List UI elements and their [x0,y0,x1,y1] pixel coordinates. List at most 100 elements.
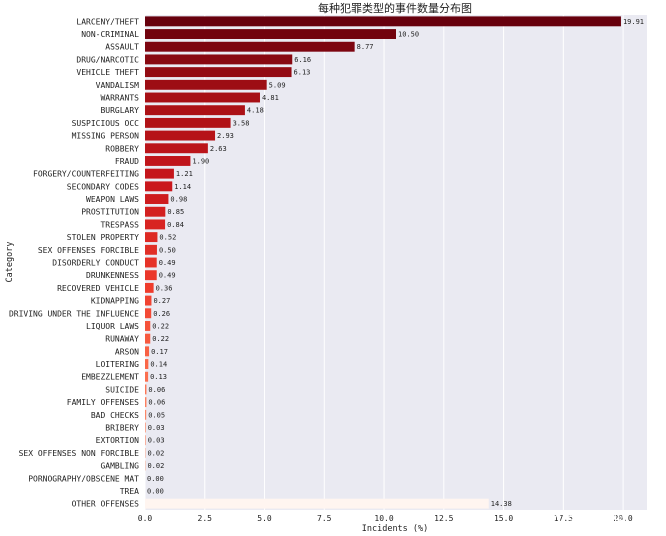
bar [145,105,245,116]
value-label: 0.49 [159,259,176,267]
bar [145,422,146,433]
bar [145,54,293,65]
bar [145,257,157,268]
category-label: MISSING PERSON [72,132,140,141]
value-label: 0.52 [159,234,176,242]
value-label: 14.38 [491,500,512,508]
value-label: 0.13 [150,373,167,381]
x-tick-label: 10.0 [374,514,393,523]
bar [145,41,355,52]
category-label: SUICIDE [105,385,139,394]
x-tick-label: 0.0 [138,514,153,523]
value-label: 0.49 [159,272,176,280]
x-tick-label: 15.0 [494,514,513,523]
bar [145,156,191,166]
watermark: CSDN @Together_CZ [527,510,652,524]
value-label: 0.06 [148,386,165,394]
x-tick-label: 17.5 [554,514,573,523]
category-label: TRESPASS [100,220,139,229]
bar [145,130,216,141]
value-label: 0.22 [152,335,169,343]
value-label: 1.14 [174,183,191,191]
category-label: FORGERY/COUNTERFEITING [33,170,139,179]
category-label: FAMILY OFFENSES [67,398,139,407]
bar [145,346,150,357]
category-label: KIDNAPPING [91,297,139,306]
bars [145,16,621,509]
category-label: LIQUOR LAWS [86,322,139,331]
bar [145,206,166,217]
bar [145,232,158,243]
category-label: NON-CRIMINAL [81,30,139,39]
x-axis-label: Incidents (%) [362,524,429,534]
value-label: 0.26 [153,310,170,318]
value-label: 0.00 [147,475,164,483]
bar [145,79,267,90]
value-label: 6.16 [294,56,311,64]
value-label: 2.93 [217,132,234,140]
category-label: EMBEZZLEMENT [81,373,139,382]
category-label: SEX OFFENSES FORCIBLE [38,246,139,255]
value-label: 2.63 [210,145,227,153]
category-label: DRUNKENNESS [86,271,139,280]
bar [145,409,147,420]
bar [145,498,489,509]
category-label: LOITERING [96,360,140,369]
category-label: EXTORTION [96,436,140,445]
bar [145,435,146,446]
category-label: BURGLARY [100,106,139,115]
category-label: BAD CHECKS [91,411,139,420]
bar [145,295,152,306]
x-tick-label: 20.0 [613,514,632,523]
x-tick-label: 12.5 [434,514,453,523]
category-label: WARRANTS [100,94,139,103]
bar [145,308,152,319]
value-label: 6.13 [294,69,311,77]
value-label: 0.50 [159,246,176,254]
category-label: DRUG/NARCOTIC [76,55,139,64]
value-label: 0.06 [148,399,165,407]
category-label: RECOVERED VEHICLE [57,284,139,293]
bar [145,321,151,331]
bar [145,67,292,78]
category-label: ARSON [115,347,139,356]
value-label: 4.81 [262,94,279,102]
chart-title: 每种犯罪类型的事件数量分布图 [318,1,472,15]
value-label: 1.21 [176,170,193,178]
category-label: STOLEN PROPERTY [67,233,139,242]
value-labels: 19.91 10.50 8.77 6.16 6.13 5.09 4.81 4.18 3.58 2.… [147,18,644,508]
value-label: 0.22 [152,322,169,330]
value-label: 0.00 [147,487,164,495]
value-label: 5.09 [269,81,286,89]
bar [145,29,396,39]
bar [145,194,169,204]
value-label: 8.77 [357,43,374,51]
value-label: 0.36 [156,284,173,292]
category-label: SECONDARY CODES [67,182,139,191]
bar [145,397,147,408]
category-label: SUSPICIOUS OCC [72,119,140,128]
category-label: SEX OFFENSES NON FORCIBLE [19,449,140,458]
value-label: 0.85 [167,208,184,216]
category-label: PORNOGRAPHY/OBSCENE MAT [28,474,139,483]
bar [145,92,260,103]
value-label: 1.90 [192,157,209,165]
category-label: WEAPON LAWS [86,195,139,204]
y-axis-label: Category [5,242,15,283]
bar [145,168,174,179]
category-label: ROBBERY [105,144,139,153]
value-label: 4.18 [247,107,264,115]
bar [145,270,157,281]
value-label: 0.02 [147,462,164,470]
x-tick-label: 7.5 [317,514,332,523]
category-label: ASSAULT [105,43,139,52]
value-label: 0.17 [151,348,168,356]
category-label: FRAUD [115,157,139,166]
category-label: BRIBERY [105,424,139,433]
category-label: TREA [120,487,139,496]
value-label: 3.58 [233,119,250,127]
value-label: 0.84 [167,221,184,229]
value-label: 10.50 [398,31,419,39]
